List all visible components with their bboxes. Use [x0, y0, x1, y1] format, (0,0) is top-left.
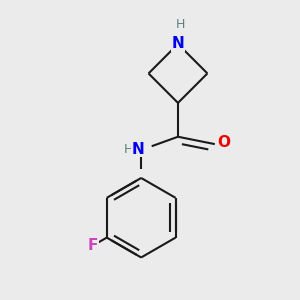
Text: H: H — [176, 18, 185, 32]
Text: O: O — [217, 135, 230, 150]
Text: N: N — [132, 142, 145, 157]
Text: H: H — [124, 142, 134, 156]
Text: N: N — [172, 37, 184, 52]
Text: F: F — [88, 238, 98, 253]
